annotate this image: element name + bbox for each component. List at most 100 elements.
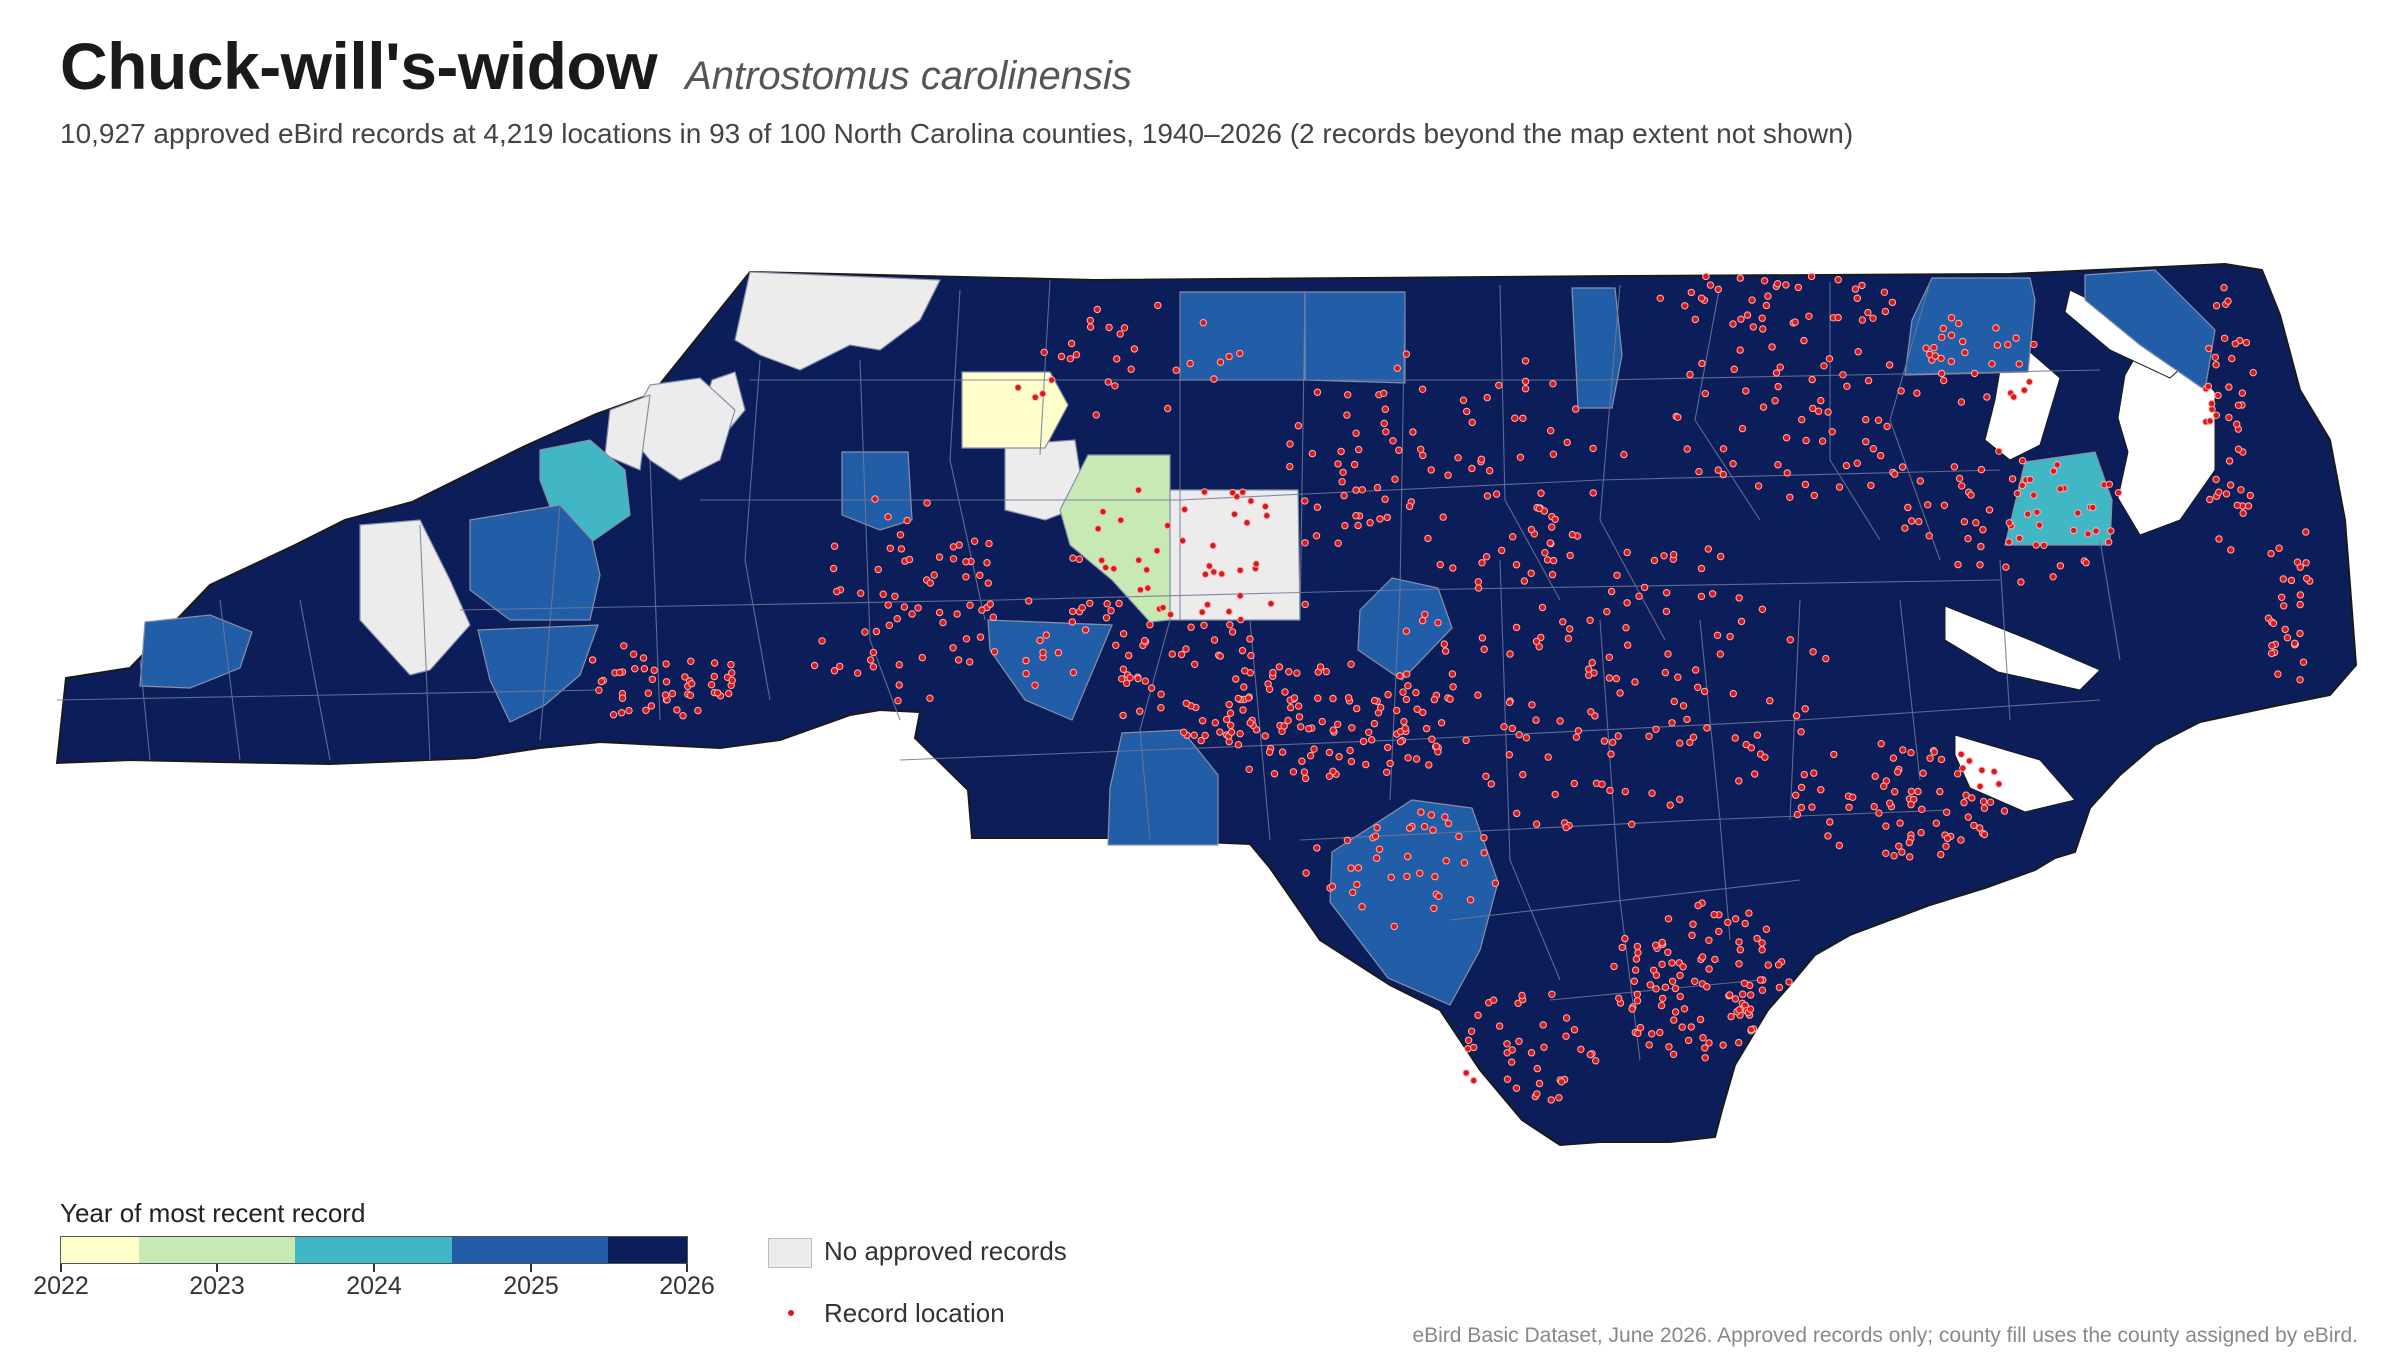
record-dot <box>1703 724 1711 732</box>
record-dot <box>962 573 970 581</box>
record-dot <box>1818 437 1827 445</box>
record-dot <box>1384 690 1392 699</box>
record-dot <box>1907 517 1916 525</box>
record-dot <box>2114 489 2123 497</box>
record-dot <box>609 711 618 719</box>
record-dot <box>662 660 670 668</box>
record-dot <box>1275 663 1284 671</box>
record-dot <box>1773 280 1782 288</box>
colorbar-2026 <box>608 1237 687 1263</box>
record-dot <box>1758 946 1766 954</box>
record-dot <box>1758 939 1766 947</box>
record-dot <box>1403 872 1411 881</box>
record-dot <box>1585 671 1593 679</box>
record-dot <box>1766 697 1774 705</box>
record-dot <box>1495 1022 1504 1030</box>
record-dot <box>1668 959 1676 967</box>
record-dot <box>1113 355 1121 363</box>
record-dot <box>985 539 993 548</box>
record-dot <box>1753 934 1761 943</box>
record-dot <box>1791 318 1799 326</box>
record-dot <box>1463 407 1471 416</box>
record-dot <box>1182 699 1191 707</box>
record-dot <box>857 589 865 597</box>
record-dot <box>1440 640 1449 648</box>
record-dot <box>953 610 961 618</box>
record-dot <box>2239 509 2247 517</box>
record-dot <box>1197 736 1205 745</box>
record-dot <box>2296 629 2304 638</box>
record-dot <box>1807 272 1816 281</box>
record-dot <box>2246 491 2255 500</box>
record-dot <box>1370 719 1379 728</box>
record-dot <box>1774 461 1782 469</box>
record-dot <box>1979 526 1987 534</box>
tick-label-2022: 2022 <box>33 1272 89 1300</box>
record-dot <box>1402 695 1411 704</box>
record-dot <box>1679 963 1687 971</box>
record-dot <box>1227 728 1236 736</box>
record-dot <box>1075 555 1084 563</box>
record-dot <box>1618 943 1626 952</box>
record-dot <box>1713 631 1722 639</box>
record-dot <box>1746 1005 1755 1013</box>
record-dot <box>1301 539 1309 547</box>
record-dot <box>1521 377 1530 386</box>
record-dot <box>2303 574 2311 583</box>
record-dot <box>2228 354 2236 363</box>
record-dot <box>1774 382 1782 391</box>
record-dot <box>1500 723 1508 731</box>
record-dot <box>1687 288 1696 297</box>
record-dot <box>1287 703 1295 712</box>
record-dot <box>1612 674 1621 683</box>
record-dot <box>1435 892 1443 900</box>
record-dot <box>895 661 903 669</box>
record-dot <box>1302 869 1310 877</box>
record-dot <box>2296 600 2304 609</box>
record-dot <box>1802 436 1810 445</box>
record-dot <box>1480 645 1488 653</box>
record-dot <box>1365 728 1373 736</box>
record-dot <box>1538 603 1547 612</box>
record-dot <box>1178 537 1187 545</box>
record-dot <box>1519 770 1527 779</box>
record-dot <box>1943 834 1952 843</box>
record-dot <box>1748 296 1756 304</box>
record-dot <box>1301 600 1309 609</box>
record-dot <box>1389 437 1397 445</box>
record-dot <box>1286 462 1294 471</box>
record-dot <box>1203 601 1212 609</box>
record-dot <box>2107 527 2115 535</box>
record-dot <box>1877 740 1885 748</box>
record-dot <box>1135 556 1143 564</box>
record-dot <box>1402 350 1411 358</box>
record-dot <box>954 656 963 664</box>
record-dot <box>2017 578 2025 586</box>
record-dot <box>1939 324 1948 333</box>
record-dot <box>1797 728 1805 736</box>
record-dot <box>1505 698 1514 707</box>
record-dot <box>1633 942 1642 951</box>
record-dot <box>1786 493 1794 501</box>
record-dot <box>1297 723 1305 731</box>
record-dot <box>1468 418 1476 427</box>
record-dot <box>1756 976 1765 984</box>
record-dot <box>1907 748 1915 757</box>
record-dot <box>1234 694 1242 703</box>
record-dot <box>1483 492 1492 500</box>
record-dot <box>640 665 649 673</box>
record-dot <box>1980 830 1989 839</box>
record-dot <box>1931 352 1940 360</box>
record-dot <box>588 656 597 664</box>
record-dot <box>1511 414 1519 422</box>
record-dot <box>2296 676 2304 684</box>
record-dot <box>1867 481 1875 490</box>
record-dot <box>2056 562 2065 570</box>
record-dot <box>1143 566 1151 574</box>
record-dot <box>1726 632 1734 641</box>
record-dot <box>1512 1084 1521 1092</box>
record-dot <box>1246 635 1254 643</box>
record-dot <box>1701 1054 1709 1062</box>
record-dot <box>1954 770 1962 778</box>
record-dot <box>1366 519 1374 527</box>
